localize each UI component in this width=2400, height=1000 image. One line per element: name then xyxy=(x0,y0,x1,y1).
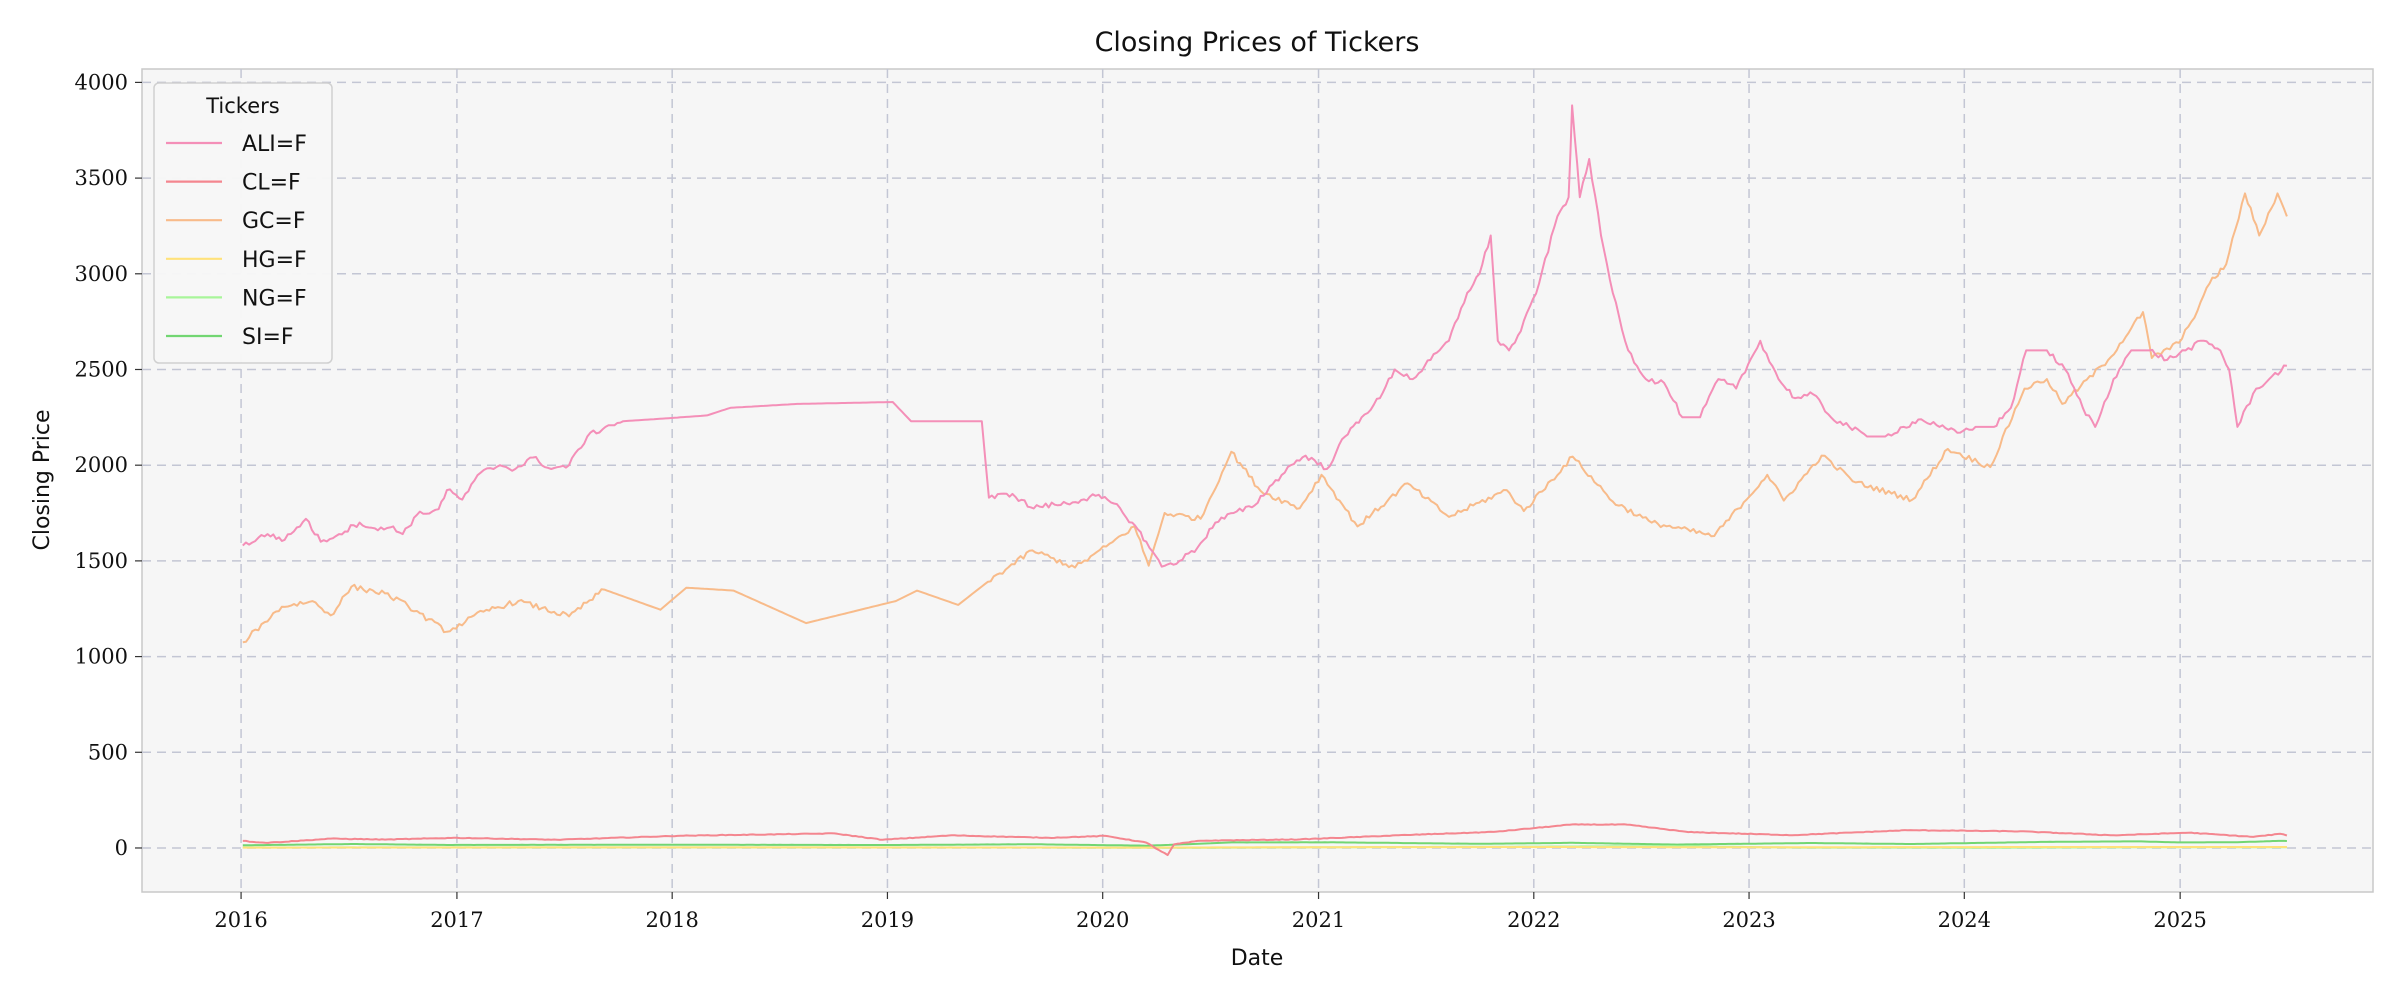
plot-area xyxy=(141,68,2374,893)
y-axis-ticks: 0 500 1000 1500 2000 2500 3000 3500 4000 xyxy=(75,70,142,860)
x-tick-label: 2019 xyxy=(861,908,914,932)
x-tick-label: 2016 xyxy=(214,908,267,932)
legend-label: CL=F xyxy=(242,171,301,196)
grid xyxy=(142,69,2373,892)
series-line-ali-f xyxy=(242,104,2287,568)
legend: Tickers ALI=F CL=F GC=F HG=F NG=F SI=F xyxy=(153,82,333,364)
y-axis-label: Closing Price xyxy=(30,409,55,550)
legend-label: GC=F xyxy=(242,209,306,234)
legend-label: ALI=F xyxy=(242,132,307,157)
legend-label: SI=F xyxy=(242,325,294,350)
y-tick-label: 0 xyxy=(115,836,128,860)
series-line-cl-f xyxy=(242,823,2288,857)
y-tick-label: 4000 xyxy=(75,70,128,94)
y-tick-label: 3500 xyxy=(75,166,128,190)
x-axis-ticks: 2016 2017 2018 2019 2020 2021 2022 2023 2024 2025 xyxy=(214,892,2207,932)
y-tick-label: 1000 xyxy=(75,645,128,669)
legend-label: HG=F xyxy=(242,248,307,273)
y-tick-label: 2500 xyxy=(75,357,128,381)
series-line-si-f xyxy=(242,839,2287,847)
x-tick-label: 2023 xyxy=(1722,908,1775,932)
y-tick-label: 2000 xyxy=(75,453,128,477)
x-tick-label: 2020 xyxy=(1076,908,1129,932)
x-tick-label: 2017 xyxy=(430,908,483,932)
legend-items: ALI=F CL=F GC=F HG=F NG=F SI=F xyxy=(166,132,307,350)
legend-label: NG=F xyxy=(242,286,307,311)
legend-box xyxy=(153,82,333,364)
series-line-hg-f xyxy=(242,846,2287,849)
y-tick-label: 1500 xyxy=(75,549,128,573)
series-line-gc-f xyxy=(242,192,2288,644)
x-tick-label: 2025 xyxy=(2153,908,2206,932)
x-tick-label: 2021 xyxy=(1292,908,1345,932)
legend-title: Tickers xyxy=(205,94,279,118)
x-tick-label: 2018 xyxy=(645,908,698,932)
x-tick-label: 2024 xyxy=(1938,908,1991,932)
y-tick-label: 3000 xyxy=(75,262,128,286)
x-tick-label: 2022 xyxy=(1507,908,1560,932)
y-tick-label: 500 xyxy=(88,740,128,764)
chart-title: Closing Prices of Tickers xyxy=(1095,27,1420,58)
x-axis-label: Date xyxy=(1231,946,1284,971)
series-lines xyxy=(242,104,2288,857)
